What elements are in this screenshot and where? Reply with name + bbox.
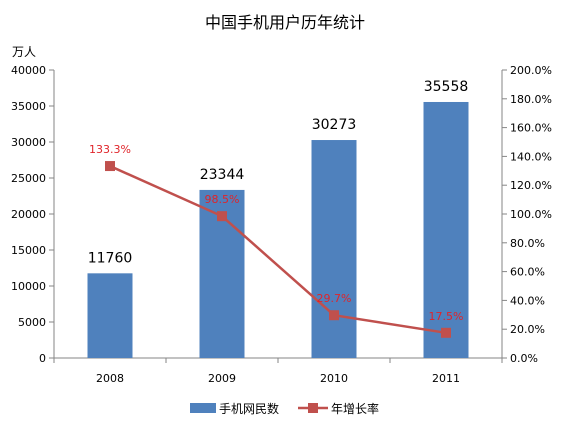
bar bbox=[311, 140, 357, 358]
left-axis-tick-label: 15000 bbox=[11, 244, 46, 257]
legend: 手机网民数 年增长率 bbox=[190, 401, 379, 416]
line-data-label: 17.5% bbox=[429, 310, 464, 323]
right-axis-tick-label: 60.0% bbox=[510, 266, 545, 279]
left-axis-tick-label: 0 bbox=[39, 352, 46, 365]
bar-data-label: 35558 bbox=[424, 79, 469, 95]
right-axis-tick-label: 40.0% bbox=[510, 294, 545, 307]
bar bbox=[87, 273, 133, 358]
right-axis-tick-label: 20.0% bbox=[510, 323, 545, 336]
x-axis-tick-label: 2008 bbox=[96, 372, 124, 385]
right-axis-tick-label: 140.0% bbox=[510, 150, 552, 163]
left-axis-tick-label: 10000 bbox=[11, 280, 46, 293]
legend-swatch-marker bbox=[308, 403, 318, 413]
chart-title: 中国手机用户历年统计 bbox=[205, 13, 365, 32]
line-marker bbox=[441, 327, 451, 338]
x-axis-tick-label: 2010 bbox=[320, 372, 348, 385]
line-marker bbox=[217, 211, 227, 222]
bar-data-label: 11760 bbox=[88, 250, 133, 266]
right-axis-tick-label: 180.0% bbox=[510, 93, 552, 106]
bar bbox=[423, 101, 469, 359]
x-axis-tick-label: 2011 bbox=[432, 372, 460, 385]
left-axis-tick-label: 35000 bbox=[11, 100, 46, 113]
left-axis-tick-label: 30000 bbox=[11, 136, 46, 149]
line-data-label: 29.7% bbox=[317, 292, 352, 305]
right-axis-tick-label: 200.0% bbox=[510, 64, 552, 77]
line-marker bbox=[329, 310, 339, 321]
line-data-label: 98.5% bbox=[205, 193, 240, 206]
right-axis-tick-label: 80.0% bbox=[510, 237, 545, 250]
bar-data-label: 30273 bbox=[312, 117, 357, 133]
plot-area: 0 5000 10000 15000 20000 25000 30000 35000 40000… bbox=[11, 64, 552, 385]
legend-label-line: 年增长率 bbox=[331, 401, 379, 416]
right-axis-tick-label: 0.0% bbox=[510, 352, 538, 365]
left-axis-tick-label: 20000 bbox=[11, 208, 46, 221]
left-axis-tick-label: 5000 bbox=[18, 316, 46, 329]
bar-data-label: 23344 bbox=[200, 167, 245, 183]
right-axis-tick-label: 120.0% bbox=[510, 179, 552, 192]
x-axis-tick-label: 2009 bbox=[208, 372, 236, 385]
right-axis-tick-label: 160.0% bbox=[510, 122, 552, 135]
left-axis-unit: 万人 bbox=[12, 45, 36, 59]
left-axis-tick-label: 25000 bbox=[11, 172, 46, 185]
right-axis-tick-label: 100.0% bbox=[510, 208, 552, 221]
left-axis-tick-label: 40000 bbox=[11, 64, 46, 77]
line-series bbox=[109, 164, 447, 335]
legend-label-bar: 手机网民数 bbox=[219, 401, 279, 416]
line-marker bbox=[105, 161, 115, 172]
legend-swatch-bar bbox=[190, 403, 216, 413]
line-data-label: 133.3% bbox=[89, 143, 131, 156]
